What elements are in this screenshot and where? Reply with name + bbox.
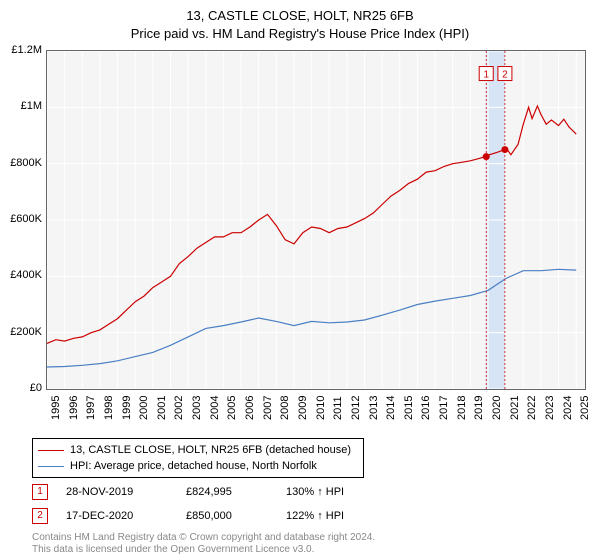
chart-title-line2: Price paid vs. HM Land Registry's House … [0,26,600,41]
legend-item: HPI: Average price, detached house, Nort… [38,458,358,474]
legend-item: 13, CASTLE CLOSE, HOLT, NR25 6FB (detach… [38,442,358,458]
sale-date: 17-DEC-2020 [66,510,186,522]
legend-label: HPI: Average price, detached house, Nort… [70,460,317,472]
x-axis-tick-label: 2012 [350,396,362,420]
y-axis-tick-label: £600K [0,213,42,225]
footer-copyright: Contains HM Land Registry data © Crown c… [32,532,375,543]
x-axis-tick-label: 2017 [438,396,450,420]
chart-title-line1: 13, CASTLE CLOSE, HOLT, NR25 6FB [0,8,600,23]
x-axis-tick-label: 1999 [121,396,133,420]
x-axis-tick-label: 2001 [156,396,168,420]
x-axis-tick-label: 2015 [403,396,415,420]
sale-price: £850,000 [186,510,286,522]
x-axis-tick-label: 2006 [244,396,256,420]
sale-marker-icon: 1 [32,484,48,500]
y-axis-tick-label: £400K [0,269,42,281]
x-axis-tick-label: 2020 [491,396,503,420]
x-axis-tick-label: 2005 [226,396,238,420]
x-axis-tick-label: 2014 [385,396,397,420]
footer-licence: This data is licensed under the Open Gov… [32,544,314,555]
x-axis-tick-label: 1995 [50,396,62,420]
x-axis-tick-label: 1997 [85,396,97,420]
x-axis-tick-label: 1996 [68,396,80,420]
legend-swatch [38,466,64,467]
sale-pct: 130% ↑ HPI [286,486,396,498]
y-axis-tick-label: £200K [0,326,42,338]
legend-swatch [38,450,64,451]
svg-text:2: 2 [502,70,508,81]
sale-date: 28-NOV-2019 [66,486,186,498]
y-axis-tick-label: £1.2M [0,44,42,56]
x-axis-tick-label: 2016 [420,396,432,420]
x-axis-tick-label: 2021 [509,396,521,420]
x-axis-tick-label: 2009 [297,396,309,420]
sale-price: £824,995 [186,486,286,498]
x-axis-tick-label: 2003 [191,396,203,420]
x-axis-tick-label: 2004 [209,396,221,420]
x-axis-tick-label: 1998 [103,396,115,420]
x-axis-tick-label: 2022 [526,396,538,420]
y-axis-tick-label: £0 [0,382,42,394]
x-axis-tick-label: 2010 [315,396,327,420]
x-axis-tick-label: 2019 [473,396,485,420]
chart-plot-area: 12 [46,50,586,390]
x-axis-tick-label: 2013 [368,396,380,420]
x-axis-tick-label: 2007 [262,396,274,420]
sale-pct: 122% ↑ HPI [286,510,396,522]
chart-svg: 12 [47,51,585,389]
x-axis-tick-label: 2023 [544,396,556,420]
x-axis-tick-label: 2011 [332,396,344,420]
x-axis-tick-label: 2024 [562,396,574,420]
x-axis-tick-label: 2018 [456,396,468,420]
sale-row: 2 17-DEC-2020 £850,000 122% ↑ HPI [32,508,396,524]
sale-row: 1 28-NOV-2019 £824,995 130% ↑ HPI [32,484,396,500]
chart-legend: 13, CASTLE CLOSE, HOLT, NR25 6FB (detach… [32,438,364,478]
sale-marker-icon: 2 [32,508,48,524]
y-axis-tick-label: £1M [0,100,42,112]
y-axis-tick-label: £800K [0,157,42,169]
legend-label: 13, CASTLE CLOSE, HOLT, NR25 6FB (detach… [70,444,351,456]
x-axis-tick-label: 2000 [138,396,150,420]
x-axis-tick-label: 2008 [279,396,291,420]
x-axis-tick-label: 2025 [579,396,591,420]
svg-text:1: 1 [483,70,489,81]
x-axis-tick-label: 2002 [173,396,185,420]
